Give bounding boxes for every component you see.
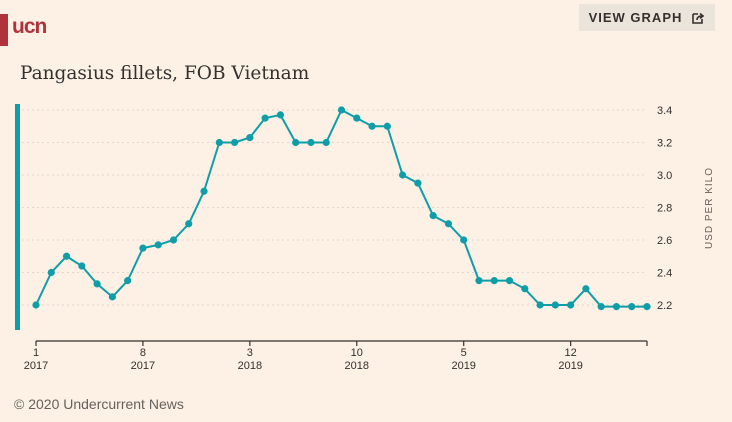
x-tick-label-month: 8 <box>140 347 146 359</box>
data-point <box>444 220 453 228</box>
data-point <box>582 285 590 293</box>
data-point <box>139 244 147 252</box>
y-tick-label: 2.8 <box>657 203 672 215</box>
data-point <box>307 138 315 147</box>
data-point <box>215 138 223 147</box>
data-point <box>490 277 498 285</box>
data-point <box>200 187 208 195</box>
data-point <box>108 293 116 301</box>
ucn-logo[interactable]: ucn <box>12 15 47 38</box>
data-point <box>567 301 575 309</box>
accent-bar <box>15 104 20 330</box>
external-share-icon <box>692 12 705 24</box>
y-tick-label: 3.0 <box>657 170 672 182</box>
data-point <box>368 122 376 130</box>
data-point <box>383 122 391 130</box>
data-point <box>551 301 559 309</box>
data-point <box>62 252 71 260</box>
x-tick-label-month: 12 <box>565 347 577 359</box>
data-point <box>47 268 55 277</box>
x-tick-label-month: 1 <box>33 347 39 359</box>
data-point <box>353 114 361 122</box>
y-axis-label: USD PER KILO <box>704 167 715 249</box>
y-tick-label: 2.6 <box>657 235 672 247</box>
data-point <box>505 277 514 285</box>
x-tick-label-month: 5 <box>461 347 467 359</box>
data-point <box>322 138 330 147</box>
x-tick-label-year: 2019 <box>451 360 475 372</box>
data-point <box>154 241 162 249</box>
y-tick-label: 3.4 <box>657 105 672 117</box>
y-tick-label: 2.2 <box>657 300 672 312</box>
copyright-footer: © 2020 Undercurrent News <box>14 396 184 412</box>
data-point <box>475 277 483 285</box>
chart-title: Pangasius fillets, FOB Vietnam <box>20 63 310 84</box>
data-point <box>337 106 346 114</box>
data-point <box>612 303 621 311</box>
data-point <box>124 277 132 285</box>
data-point <box>536 301 544 309</box>
data-point <box>169 236 178 244</box>
x-tick-label-month: 10 <box>351 347 363 359</box>
x-tick-label-year: 2017 <box>24 360 48 372</box>
data-point <box>292 138 300 147</box>
x-tick-label-year: 2017 <box>131 360 155 372</box>
data-point <box>597 303 605 311</box>
data-point <box>78 262 86 270</box>
brand-bar <box>0 14 8 46</box>
x-tick-label-month: 3 <box>247 347 253 359</box>
view-graph-button[interactable]: VIEW GRAPH <box>579 4 715 31</box>
x-tick-label-year: 2018 <box>345 360 369 372</box>
data-point <box>429 212 437 220</box>
x-tick-label-year: 2018 <box>238 360 262 372</box>
data-point <box>628 303 636 311</box>
data-point <box>460 236 468 244</box>
data-point <box>414 179 422 187</box>
y-tick-label: 2.4 <box>657 268 672 280</box>
data-point <box>643 303 651 311</box>
data-point <box>246 134 254 142</box>
data-point <box>276 111 284 119</box>
data-point <box>261 114 269 122</box>
data-point <box>399 171 407 179</box>
data-point <box>230 138 239 147</box>
data-point <box>32 301 40 309</box>
view-graph-label: VIEW GRAPH <box>588 10 683 25</box>
y-tick-label: 3.2 <box>657 138 672 150</box>
x-tick-label-year: 2019 <box>558 360 582 372</box>
data-point <box>185 220 193 228</box>
data-point <box>93 280 101 288</box>
data-point <box>521 285 529 293</box>
